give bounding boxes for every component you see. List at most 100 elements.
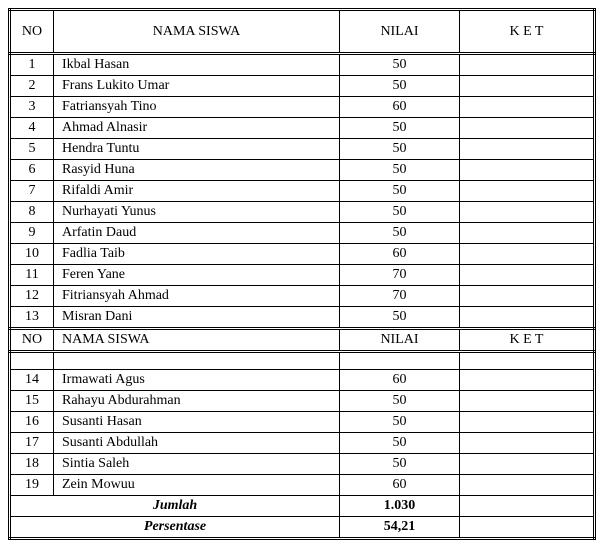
- summary-row: Jumlah1.030: [10, 496, 595, 517]
- cell-ket: [460, 475, 595, 496]
- cell-ket: [460, 307, 595, 329]
- cell-no: 5: [10, 139, 54, 160]
- cell-nilai: 50: [340, 433, 460, 454]
- cell-nilai: 60: [340, 97, 460, 118]
- empty-cell: [460, 352, 595, 370]
- table-row: 18Sintia Saleh50: [10, 454, 595, 475]
- cell-nilai: 70: [340, 286, 460, 307]
- cell-ket: [460, 391, 595, 412]
- cell-nilai: 60: [340, 244, 460, 265]
- cell-no: 19: [10, 475, 54, 496]
- cell-name: Ahmad Alnasir: [54, 118, 340, 139]
- cell-no: 12: [10, 286, 54, 307]
- cell-name: Nurhayati Yunus: [54, 202, 340, 223]
- mid-header-ket: K E T: [460, 329, 595, 352]
- table-row: 7Rifaldi Amir50: [10, 181, 595, 202]
- table-row: 2Frans Lukito Umar50: [10, 76, 595, 97]
- cell-no: 17: [10, 433, 54, 454]
- cell-no: 2: [10, 76, 54, 97]
- cell-no: 8: [10, 202, 54, 223]
- cell-name: Rifaldi Amir: [54, 181, 340, 202]
- cell-no: 9: [10, 223, 54, 244]
- cell-no: 16: [10, 412, 54, 433]
- summary-ket: [460, 517, 595, 539]
- cell-no: 1: [10, 54, 54, 76]
- empty-cell: [340, 352, 460, 370]
- cell-ket: [460, 223, 595, 244]
- cell-ket: [460, 412, 595, 433]
- mid-header-nilai: NILAI: [340, 329, 460, 352]
- header-ket: K E T: [460, 10, 595, 54]
- empty-cell: [10, 352, 54, 370]
- mid-header-name: NAMA SISWA: [54, 329, 340, 352]
- mid-header-no: NO: [10, 329, 54, 352]
- table-row: 16Susanti Hasan50: [10, 412, 595, 433]
- table-body: 1Ikbal Hasan502Frans Lukito Umar503Fatri…: [10, 54, 595, 539]
- cell-ket: [460, 370, 595, 391]
- summary-value: 54,21: [340, 517, 460, 539]
- summary-value: 1.030: [340, 496, 460, 517]
- cell-name: Rahayu Abdurahman: [54, 391, 340, 412]
- table-row: 5Hendra Tuntu50: [10, 139, 595, 160]
- cell-ket: [460, 244, 595, 265]
- cell-ket: [460, 139, 595, 160]
- cell-ket: [460, 181, 595, 202]
- table-row: 6Rasyid Huna50: [10, 160, 595, 181]
- table-row: 12Fitriansyah Ahmad70: [10, 286, 595, 307]
- cell-name: Hendra Tuntu: [54, 139, 340, 160]
- empty-cell: [54, 352, 340, 370]
- table-row: 15Rahayu Abdurahman50: [10, 391, 595, 412]
- table-row: 19Zein Mowuu60: [10, 475, 595, 496]
- cell-name: Rasyid Huna: [54, 160, 340, 181]
- cell-nilai: 50: [340, 54, 460, 76]
- summary-row: Persentase54,21: [10, 517, 595, 539]
- summary-label: Persentase: [10, 517, 340, 539]
- cell-nilai: 50: [340, 160, 460, 181]
- cell-nilai: 70: [340, 265, 460, 286]
- cell-ket: [460, 54, 595, 76]
- summary-label: Jumlah: [10, 496, 340, 517]
- cell-name: Arfatin Daud: [54, 223, 340, 244]
- summary-ket: [460, 496, 595, 517]
- cell-no: 14: [10, 370, 54, 391]
- cell-no: 7: [10, 181, 54, 202]
- cell-nilai: 50: [340, 139, 460, 160]
- cell-nilai: 60: [340, 475, 460, 496]
- cell-name: Fadlia Taib: [54, 244, 340, 265]
- cell-nilai: 50: [340, 181, 460, 202]
- header-nilai: NILAI: [340, 10, 460, 54]
- cell-no: 6: [10, 160, 54, 181]
- cell-nilai: 60: [340, 370, 460, 391]
- student-grades-table: NO NAMA SISWA NILAI K E T 1Ikbal Hasan50…: [8, 8, 596, 540]
- cell-nilai: 50: [340, 223, 460, 244]
- cell-no: 3: [10, 97, 54, 118]
- cell-ket: [460, 160, 595, 181]
- cell-no: 15: [10, 391, 54, 412]
- header-name: NAMA SISWA: [54, 10, 340, 54]
- cell-name: Irmawati Agus: [54, 370, 340, 391]
- table-row: 8Nurhayati Yunus50: [10, 202, 595, 223]
- cell-name: Fitriansyah Ahmad: [54, 286, 340, 307]
- cell-nilai: 50: [340, 202, 460, 223]
- table-row: 14Irmawati Agus60: [10, 370, 595, 391]
- cell-ket: [460, 265, 595, 286]
- cell-nilai: 50: [340, 118, 460, 139]
- cell-name: Zein Mowuu: [54, 475, 340, 496]
- cell-nilai: 50: [340, 76, 460, 97]
- cell-no: 13: [10, 307, 54, 329]
- cell-no: 10: [10, 244, 54, 265]
- cell-ket: [460, 454, 595, 475]
- cell-no: 18: [10, 454, 54, 475]
- cell-ket: [460, 202, 595, 223]
- cell-ket: [460, 118, 595, 139]
- table-header: NO NAMA SISWA NILAI K E T: [10, 10, 595, 54]
- table-row: 11Feren Yane70: [10, 265, 595, 286]
- table-row: 13Misran Dani50: [10, 307, 595, 329]
- table-row: 1Ikbal Hasan50: [10, 54, 595, 76]
- cell-name: Feren Yane: [54, 265, 340, 286]
- cell-nilai: 50: [340, 391, 460, 412]
- cell-ket: [460, 286, 595, 307]
- header-no: NO: [10, 10, 54, 54]
- cell-name: Fatriansyah Tino: [54, 97, 340, 118]
- table-row: 17Susanti Abdullah50: [10, 433, 595, 454]
